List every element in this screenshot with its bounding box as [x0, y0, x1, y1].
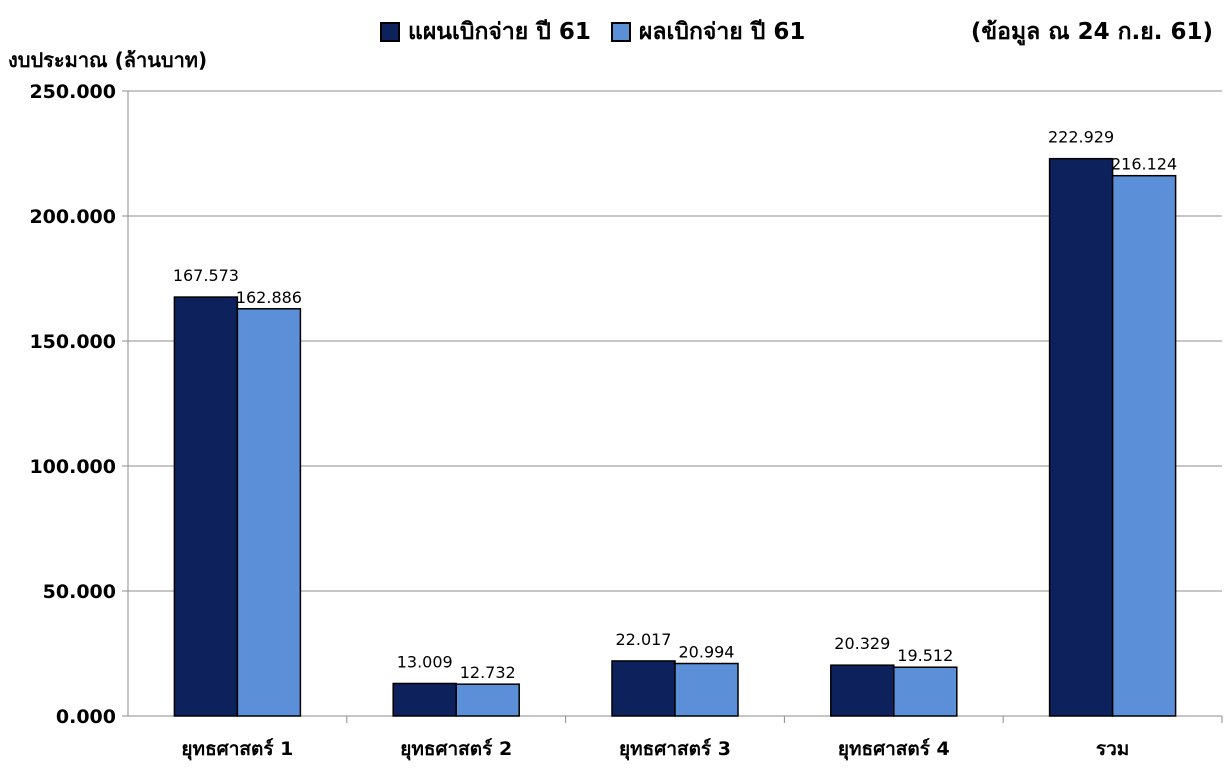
bar-actual: [236, 308, 302, 717]
legend-swatch-actual: [610, 22, 631, 42]
legend-swatch-plan: [380, 22, 400, 42]
data-label: 19.512: [897, 646, 953, 665]
bar-plan: [830, 664, 895, 717]
legend-label-plan: แผนเบิกจ่าย ปี 61: [408, 19, 591, 45]
y-tick-label: 100.000: [29, 456, 116, 478]
data-label: 20.329: [834, 634, 890, 653]
y-tick-label: 250.000: [29, 81, 116, 103]
legend-item-plan: แผนเบิกจ่าย ปี 61: [380, 14, 591, 50]
bar-actual: [1111, 174, 1177, 717]
x-tick-label: ยุทธศาสตร์ 4: [838, 738, 950, 761]
data-label: 20.994: [679, 643, 735, 662]
x-tick-label: ยุทธศาสตร์ 1: [181, 738, 293, 761]
y-tick-label: 150.000: [29, 331, 116, 353]
data-label: 167.573: [173, 266, 239, 285]
bar-actual: [455, 683, 520, 717]
bar-plan: [392, 682, 457, 717]
chart-legend: แผนเบิกจ่าย ปี 61 ผลเบิกจ่าย ปี 61: [380, 16, 825, 48]
bar-actual: [893, 666, 958, 717]
bar-plan: [611, 660, 676, 717]
y-tick-label: 200.000: [29, 206, 116, 228]
data-label: 13.009: [397, 652, 453, 671]
data-label: 222.929: [1048, 128, 1114, 147]
bar-plan: [173, 296, 239, 717]
data-label: 216.124: [1111, 155, 1177, 174]
legend-item-actual: ผลเบิกจ่าย ปี 61: [610, 14, 806, 50]
y-tick-label: 0.000: [56, 706, 116, 728]
data-label: 162.886: [236, 288, 302, 307]
data-date-note: (ข้อมูล ณ 24 ก.ย. 61): [970, 19, 1213, 45]
bar-plan: [1048, 157, 1114, 717]
x-tick-label: ยุทธศาสตร์ 3: [619, 738, 731, 761]
y-tick-label: 50.000: [43, 581, 116, 603]
data-label: 22.017: [616, 630, 672, 649]
bar-actual: [674, 662, 739, 717]
y-axis-title: งบประมาณ (ล้านบาท): [8, 48, 208, 72]
x-tick-label: รวม: [1096, 738, 1129, 760]
legend-label-actual: ผลเบิกจ่าย ปี 61: [638, 19, 806, 45]
x-tick-label: ยุทธศาสตร์ 2: [400, 738, 512, 761]
data-label: 12.732: [460, 663, 516, 682]
